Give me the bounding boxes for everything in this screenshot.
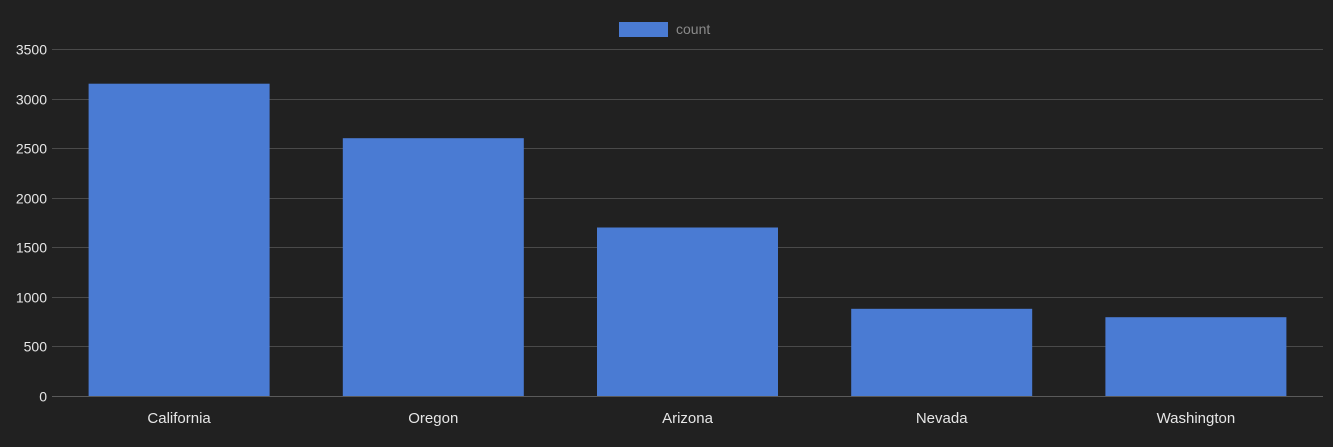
legend[interactable]: count [619,21,710,37]
bar-california[interactable] [88,83,270,396]
legend-swatch-count[interactable] [619,22,668,37]
x-tick-label: Arizona [662,410,714,427]
x-tick-label: California [147,410,211,427]
bar-oregon[interactable] [342,138,524,396]
bars-layer [88,83,1287,397]
bar-washington[interactable] [1105,317,1287,396]
y-tick-label: 2500 [16,141,47,157]
x-axis: California Oregon Arizona Nevada Washington [147,410,1235,427]
y-tick-label: 1000 [16,290,47,306]
y-axis: 0 500 1000 1500 2000 2500 3000 3500 [16,42,47,405]
x-tick-label: Nevada [916,410,968,427]
bar-nevada[interactable] [851,308,1033,396]
y-tick-label: 3500 [16,42,47,58]
y-tick-label: 0 [39,389,47,405]
x-tick-label: Oregon [408,410,458,427]
bar-arizona[interactable] [597,227,778,397]
legend-label-count[interactable]: count [676,21,710,37]
y-tick-label: 500 [24,339,48,355]
x-tick-label: Washington [1157,410,1236,427]
y-tick-label: 1500 [16,240,47,256]
y-tick-label: 2000 [16,191,47,207]
y-tick-label: 3000 [16,92,47,108]
